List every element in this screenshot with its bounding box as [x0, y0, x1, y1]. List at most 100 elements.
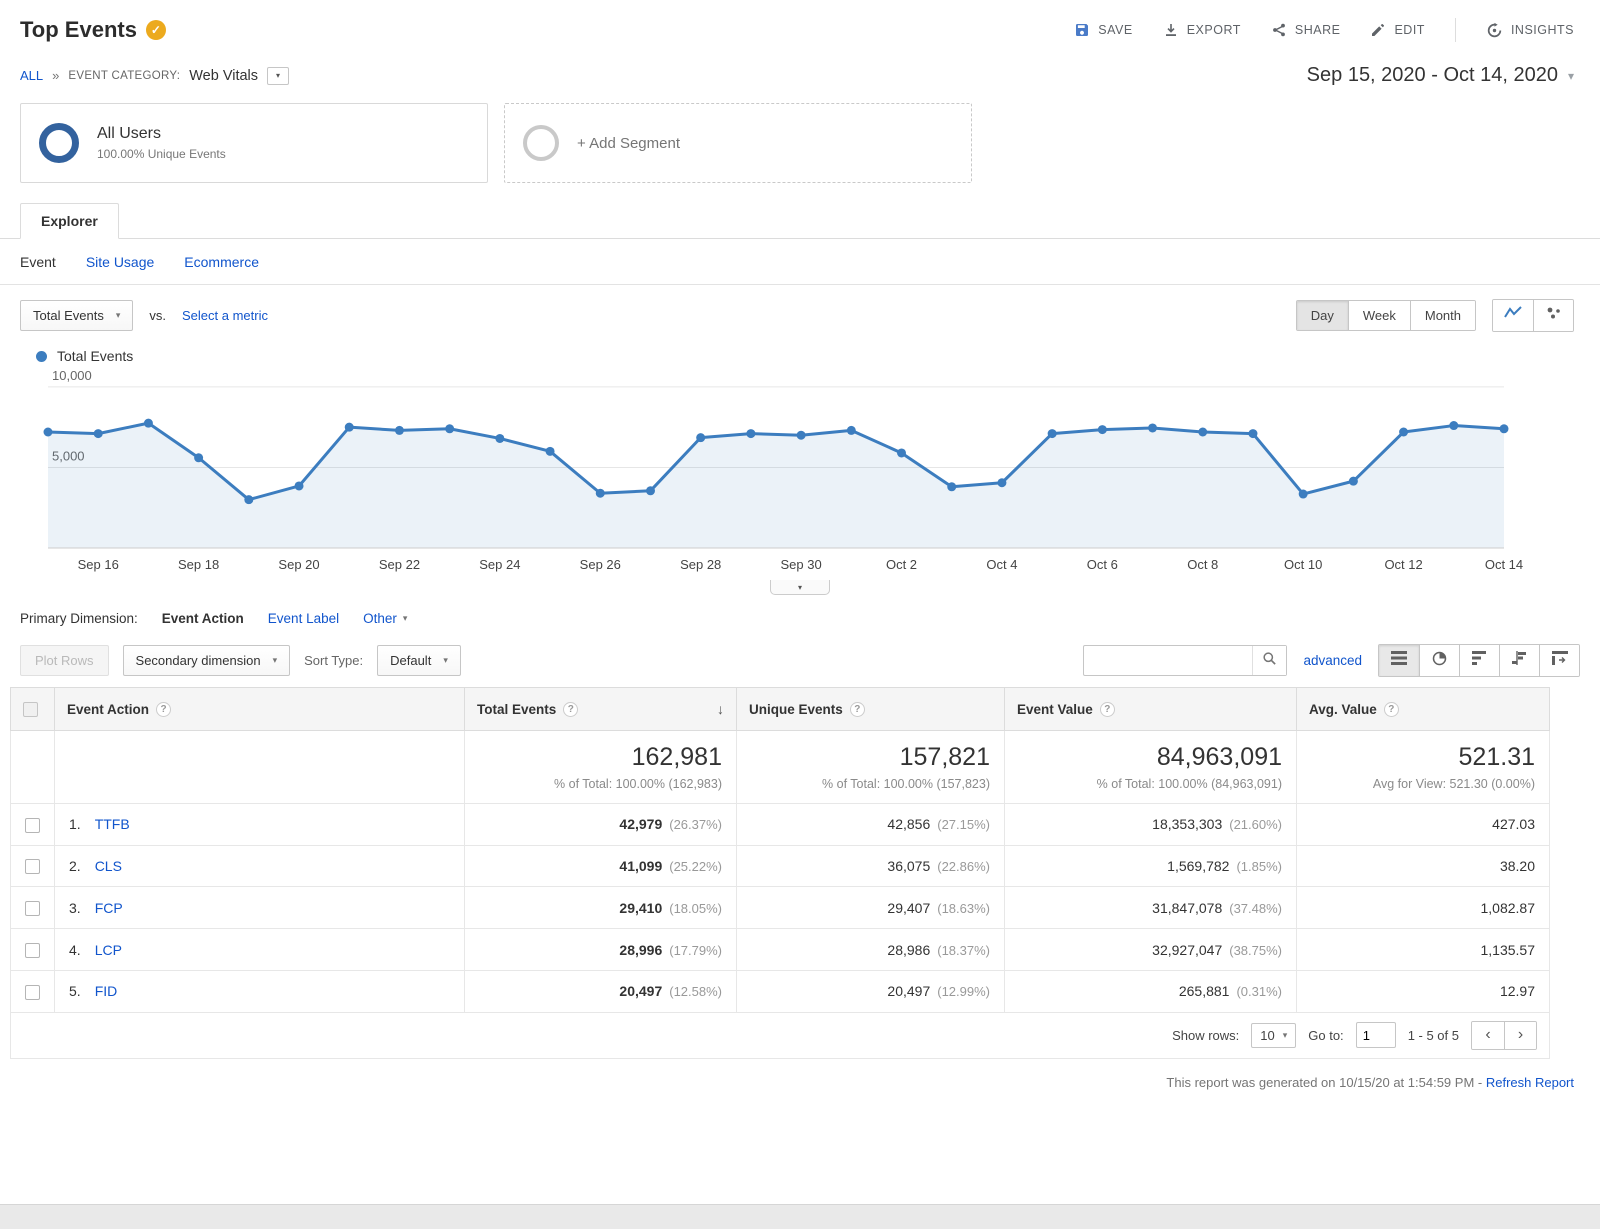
event-category-dropdown[interactable]: ▾ — [267, 66, 290, 85]
segment-all-users[interactable]: All Users 100.00% Unique Events — [20, 103, 488, 183]
row-checkbox[interactable] — [25, 984, 40, 1000]
breadcrumb-row: ALL » EVENT CATEGORY: Web Vitals ▾ Sep 1… — [0, 60, 1600, 87]
motion-chart-toggle[interactable] — [1533, 300, 1573, 331]
dimension-event-action[interactable]: Event Action — [161, 611, 244, 626]
sort-type-selector[interactable]: Default ▾ — [377, 645, 461, 676]
row-checkbox[interactable] — [25, 901, 40, 917]
row-checkbox[interactable] — [25, 817, 40, 833]
event-action-link[interactable]: CLS — [94, 857, 122, 874]
line-chart-toggle[interactable] — [1493, 300, 1533, 331]
select-metric-link[interactable]: Select a metric — [181, 308, 268, 323]
svg-text:Sep 22: Sep 22 — [379, 557, 420, 572]
column-header-event-action[interactable]: Event Action — [67, 701, 150, 717]
motion-chart-icon — [1546, 306, 1562, 325]
previous-page-button[interactable]: ‹ — [1472, 1021, 1504, 1049]
goto-label: Go to: — [1308, 1027, 1344, 1043]
dimension-other[interactable]: Other ▾ — [363, 611, 408, 626]
share-button[interactable]: SHARE — [1271, 22, 1341, 38]
events-table: Event Action ? Total Events ? ↓ Unique E… — [10, 687, 1550, 1013]
granularity-month[interactable]: Month — [1409, 301, 1475, 330]
event-action-link[interactable]: TTFB — [94, 816, 130, 833]
help-icon[interactable]: ? — [156, 701, 172, 717]
granularity-day[interactable]: Day — [1296, 301, 1348, 330]
breadcrumb-separator-icon: » — [52, 68, 60, 83]
goto-page-input[interactable] — [1355, 1022, 1396, 1049]
pagination-range: 1 - 5 of 5 — [1407, 1027, 1459, 1043]
svg-text:10,000: 10,000 — [52, 368, 92, 383]
metric-selector[interactable]: Total Events ▾ — [20, 300, 134, 331]
subnav-event[interactable]: Event — [20, 254, 56, 270]
svg-text:Oct 4: Oct 4 — [986, 557, 1017, 572]
svg-text:Sep 28: Sep 28 — [680, 557, 721, 572]
event-action-link[interactable]: FCP — [94, 899, 123, 916]
timeseries-chart[interactable]: 5,000 10,000 Sep 16 Sep 18 Sep 20 Sep 22 Sep 2… — [0, 364, 1600, 583]
date-range-value: Sep 15, 2020 - Oct 14, 2020 — [1306, 64, 1558, 86]
help-icon[interactable]: ? — [849, 701, 865, 717]
subnav-ecommerce[interactable]: Ecommerce — [184, 254, 259, 270]
pie-chart-icon — [1432, 651, 1447, 671]
vs-label: vs. — [149, 308, 166, 323]
select-all-checkbox[interactable] — [23, 701, 38, 717]
chevron-down-icon: ▾ — [276, 71, 281, 80]
plot-rows-button[interactable]: Plot Rows — [20, 645, 109, 676]
chevron-down-icon: ▾ — [1567, 68, 1574, 83]
event-action-link[interactable]: FID — [94, 983, 118, 1000]
primary-dimension-label: Primary Dimension: — [20, 611, 138, 626]
column-header-unique-events[interactable]: Unique Events — [749, 701, 843, 717]
chart-expander-button[interactable]: ▾ — [770, 580, 830, 595]
top-bar: Top Events ✓ SAVE EXPORT SHARE EDIT — [0, 0, 1600, 60]
share-icon — [1271, 22, 1287, 38]
insights-button[interactable]: INSIGHTS — [1486, 22, 1574, 39]
row-checkbox[interactable] — [25, 859, 40, 875]
save-icon — [1074, 22, 1090, 38]
table-search-input[interactable] — [1084, 647, 1253, 674]
column-header-total-events[interactable]: Total Events — [477, 701, 557, 717]
granularity-week[interactable]: Week — [1347, 301, 1410, 330]
breadcrumb-all-link[interactable]: ALL — [20, 68, 44, 83]
verified-badge-icon: ✓ — [145, 20, 166, 40]
add-segment-ring-icon — [523, 125, 559, 161]
summary-unique-events: 157,821 — [899, 743, 990, 771]
svg-text:Sep 18: Sep 18 — [178, 557, 219, 572]
event-category-label: EVENT CATEGORY: — [68, 69, 181, 82]
export-button[interactable]: EXPORT — [1163, 22, 1241, 38]
add-segment-label: + Add Segment — [577, 134, 680, 152]
refresh-report-link[interactable]: Refresh Report — [1485, 1074, 1574, 1090]
chevron-down-icon: ▾ — [402, 613, 408, 623]
secondary-dimension-button[interactable]: Secondary dimension ▾ — [122, 645, 291, 676]
pivot-view-button[interactable] — [1539, 645, 1579, 676]
show-rows-select[interactable]: 10 ▾ — [1251, 1022, 1297, 1048]
column-header-avg-value[interactable]: Avg. Value — [1309, 701, 1377, 717]
search-button[interactable] — [1252, 646, 1287, 675]
date-range-selector[interactable]: Sep 15, 2020 - Oct 14, 2020 ▾ — [1307, 64, 1574, 87]
percentage-view-button[interactable] — [1419, 645, 1459, 676]
save-button[interactable]: SAVE — [1074, 22, 1132, 38]
subnav-site-usage[interactable]: Site Usage — [85, 254, 155, 270]
page-title: Top Events — [20, 17, 137, 42]
advanced-filter-link[interactable]: advanced — [1303, 653, 1362, 668]
row-checkbox[interactable] — [25, 942, 40, 958]
table-toolbar: Plot Rows Secondary dimension ▾ Sort Typ… — [0, 636, 1600, 687]
next-page-button[interactable]: › — [1504, 1021, 1536, 1049]
edit-button[interactable]: EDIT — [1370, 22, 1424, 38]
help-icon[interactable]: ? — [1099, 701, 1115, 717]
performance-view-button[interactable] — [1459, 645, 1499, 676]
help-icon[interactable]: ? — [1383, 701, 1399, 717]
table-view-button[interactable] — [1379, 645, 1419, 676]
chart-type-switch — [1492, 299, 1574, 332]
dimension-event-label[interactable]: Event Label — [267, 611, 340, 626]
table-row: 4. LCP 28,996 (17.79%) 28,986 (18.37%) 32,9… — [10, 928, 1550, 971]
column-header-event-value[interactable]: Event Value — [1017, 701, 1093, 717]
comparison-view-button[interactable] — [1499, 645, 1539, 676]
help-icon[interactable]: ? — [563, 701, 579, 717]
event-action-link[interactable]: LCP — [94, 941, 122, 958]
add-segment-button[interactable]: + Add Segment — [504, 103, 972, 183]
chevron-down-icon: ▾ — [272, 655, 278, 665]
window-bottom-strip — [0, 1204, 1600, 1229]
chart-legend: Total Events — [0, 340, 1600, 364]
sort-descending-icon[interactable]: ↓ — [717, 701, 724, 717]
tab-explorer[interactable]: Explorer — [20, 203, 119, 239]
svg-text:Sep 30: Sep 30 — [781, 557, 822, 572]
legend-dot-icon — [36, 350, 47, 362]
